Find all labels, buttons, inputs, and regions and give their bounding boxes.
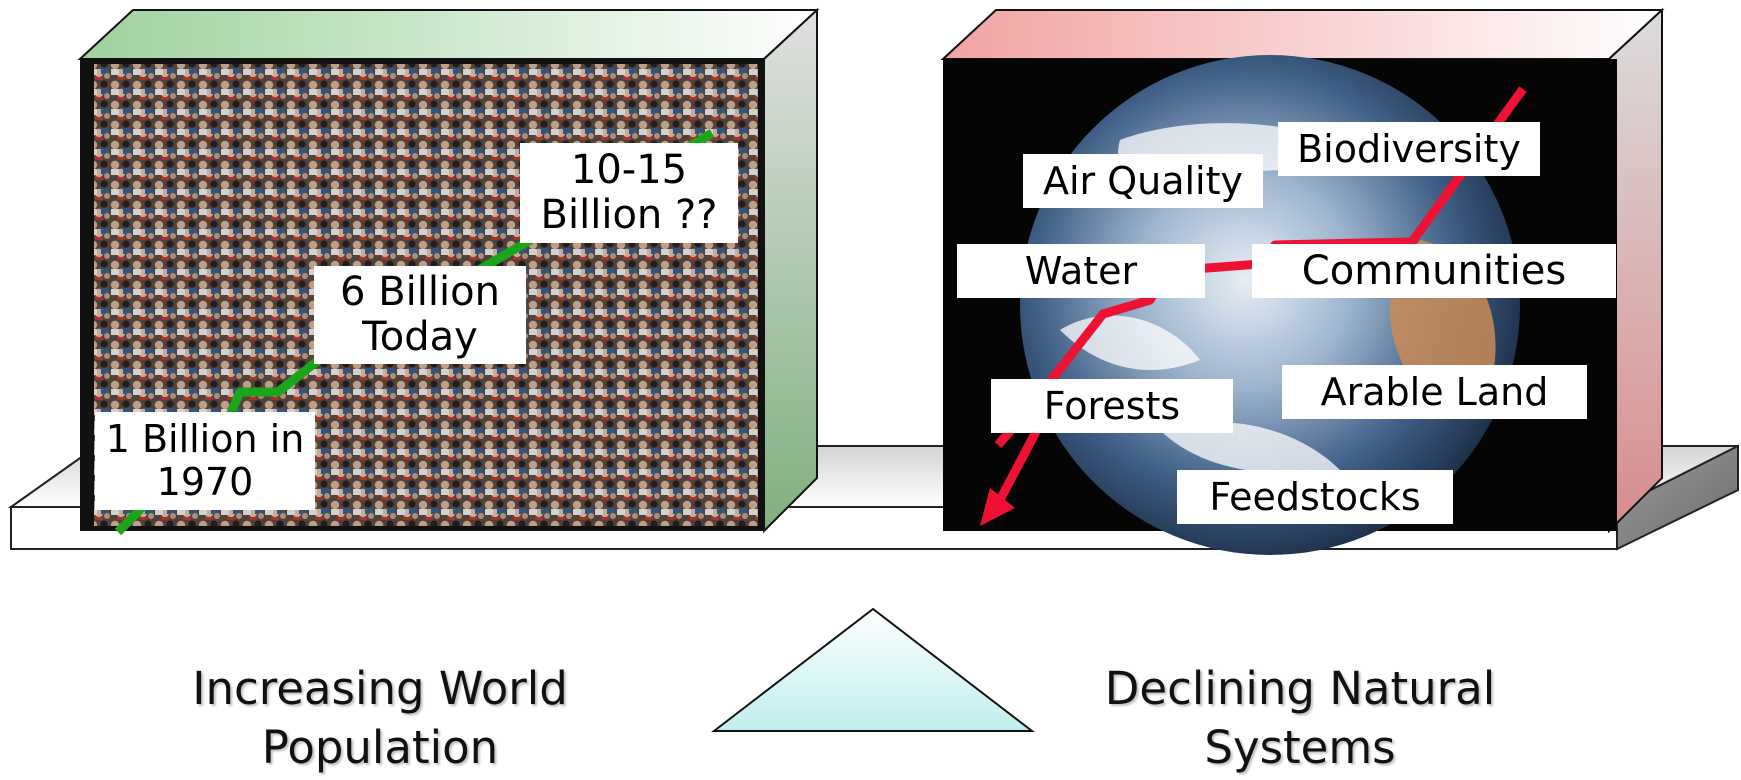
caption-right-line2: Systems — [1204, 720, 1396, 774]
label-10-15-line2: Billion ?? — [540, 192, 718, 238]
label-communities: Communities — [1252, 244, 1616, 298]
left-box-top — [77, 9, 820, 60]
label-water: Water — [957, 244, 1205, 298]
label-1-billion-1970-text: 1 Billion in 1970 — [105, 417, 305, 504]
label-water-text: Water — [1024, 248, 1138, 293]
fulcrum-triangle — [711, 607, 1035, 732]
label-6-billion-today: 6 Billion Today — [314, 266, 526, 364]
caption-left-line2: Population — [261, 720, 499, 774]
caption-right-line1: Declining Natural — [1104, 662, 1496, 715]
label-6-billion-line1: 6 Billion — [340, 269, 500, 316]
caption-declining-natural-systems: Declining Natural Systems — [1060, 660, 1540, 777]
label-biodiversity: Biodiversity — [1278, 122, 1540, 176]
right-box-top — [940, 9, 1665, 60]
label-air-quality: Air Quality — [1023, 154, 1263, 208]
label-forests-text: Forests — [1043, 383, 1181, 428]
left-box-side — [763, 7, 818, 534]
label-forests: Forests — [991, 379, 1233, 433]
label-biodiversity-text: Biodiversity — [1297, 126, 1521, 171]
caption-left-line1: Increasing World — [192, 662, 568, 715]
label-air-quality-text: Air Quality — [1042, 158, 1244, 203]
label-feedstocks: Feedstocks — [1177, 470, 1453, 524]
label-communities-text: Communities — [1301, 247, 1567, 294]
label-6-billion-line2: Today — [362, 314, 478, 360]
label-arable-land-text: Arable Land — [1320, 369, 1549, 414]
label-arable-land: Arable Land — [1282, 365, 1587, 419]
left-box — [77, 7, 820, 536]
label-1-billion-1970: 1 Billion in 1970 — [95, 412, 315, 510]
label-10-15-billion: 10-15 Billion ?? — [520, 143, 738, 243]
declining-trend-arrowhead — [980, 488, 1015, 526]
caption-increasing-population: Increasing World Population — [140, 660, 620, 777]
label-feedstocks-text: Feedstocks — [1209, 474, 1421, 519]
label-10-15-line1: 10-15 — [570, 147, 688, 194]
